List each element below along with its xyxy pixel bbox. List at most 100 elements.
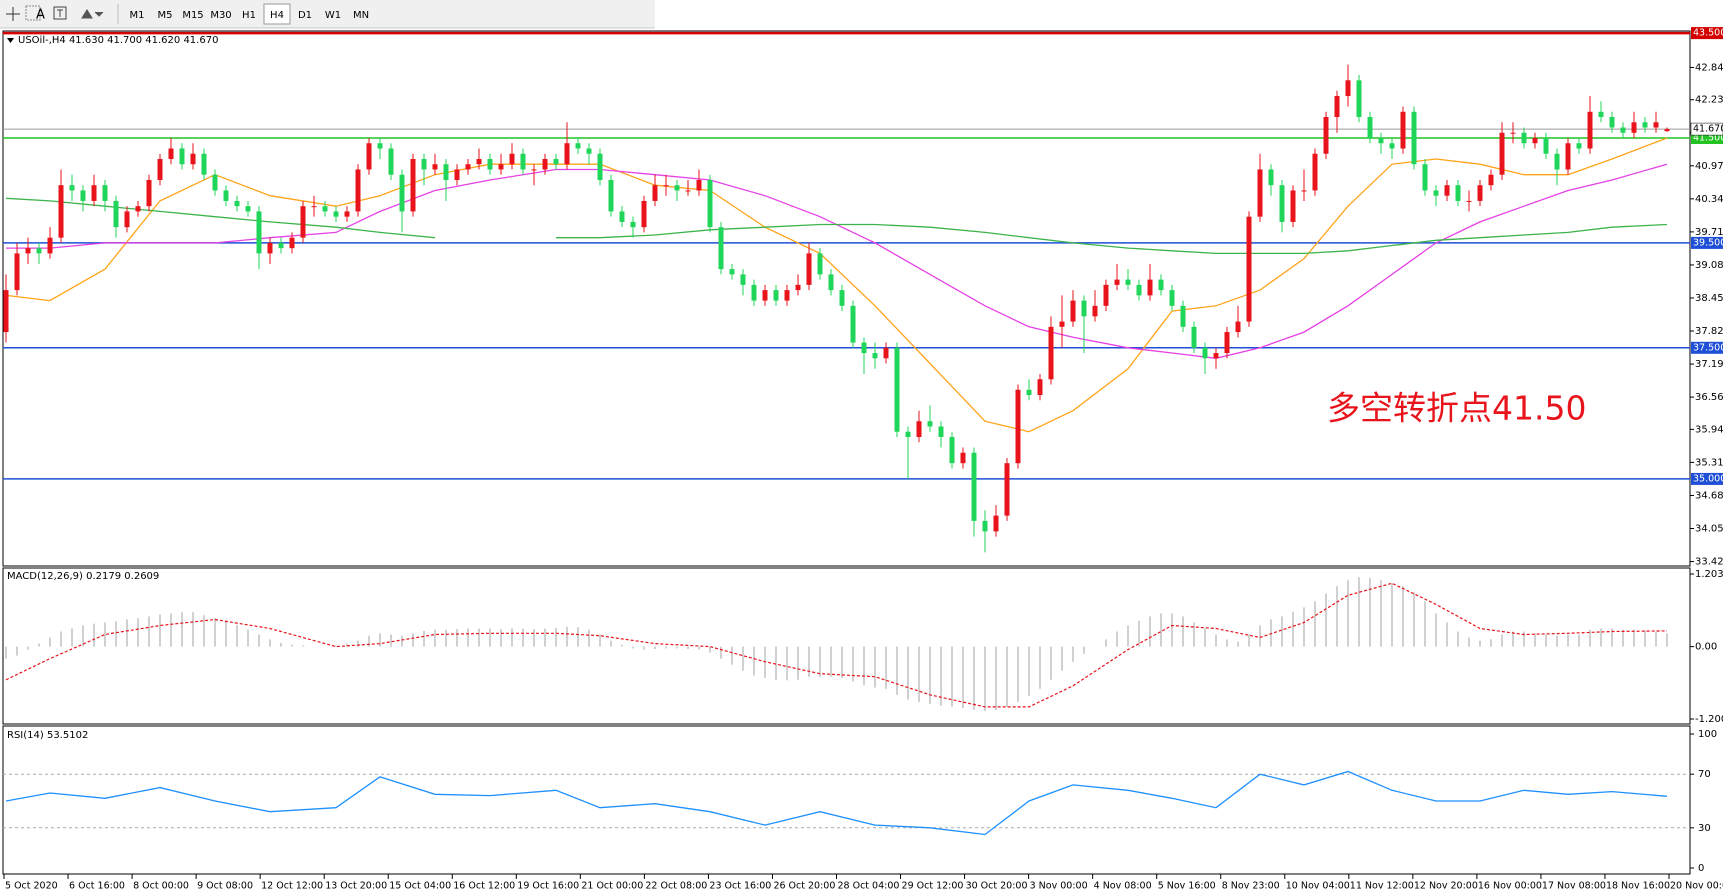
candle-body	[1070, 300, 1076, 322]
candle-body	[113, 200, 119, 228]
candle-body	[1180, 305, 1186, 327]
x-tick-label: 8 Oct 00:00	[133, 881, 189, 892]
macd-signal	[5, 582, 1668, 708]
candle-body	[1103, 284, 1109, 306]
y-tick-label: 34.055	[1695, 523, 1723, 534]
y-tick-label: 34.685	[1695, 490, 1723, 501]
candle-body	[3, 290, 9, 333]
y-tick-label: 39.080	[1695, 260, 1723, 271]
candle-body	[707, 179, 713, 228]
candle-body	[157, 158, 163, 180]
x-tick-label: 6 Oct 16:00	[69, 881, 125, 892]
y-tick-label: 40.340	[1695, 194, 1723, 205]
candle-body	[1367, 117, 1373, 138]
y-tick-label: 30	[1698, 823, 1711, 834]
candle-body	[1246, 216, 1252, 322]
candle-body	[509, 153, 515, 165]
candle-body	[663, 185, 669, 187]
level-label-bg	[1691, 472, 1723, 485]
timeframe-button[interactable]: M30	[210, 10, 231, 21]
timeframe-button[interactable]: M5	[158, 10, 173, 21]
x-tick-label: 13 Oct 20:00	[325, 881, 387, 892]
candle-body	[784, 290, 790, 301]
x-tick-label: 3 Nov 00:00	[1030, 881, 1088, 892]
text-tool[interactable]: A	[36, 8, 45, 23]
candle-body	[795, 284, 801, 291]
candle-body	[223, 190, 229, 201]
candle-body	[762, 290, 768, 301]
candle-body	[905, 431, 911, 437]
candle-body	[1532, 138, 1538, 144]
candle-body	[278, 242, 284, 249]
candle-body	[1576, 143, 1582, 149]
candle-body	[1136, 284, 1142, 296]
timeframes: M1 M5 M15 M30 H1 H4 D1 W1 MN	[130, 3, 369, 25]
shapes-tool[interactable]	[81, 9, 104, 19]
candle-body	[740, 274, 746, 285]
timeframe-button[interactable]: M1	[130, 10, 145, 21]
candle-body	[619, 211, 625, 222]
candle-body	[1543, 138, 1549, 154]
candle-body	[773, 290, 779, 301]
timeframe-button[interactable]: H4	[270, 10, 284, 21]
candle-body	[1312, 153, 1318, 191]
candle-body	[1048, 326, 1054, 380]
candle-body	[597, 153, 603, 180]
candle-body	[1422, 164, 1428, 191]
x-tick-label: 5 Oct 2020	[5, 881, 58, 892]
level-label-bg	[1691, 236, 1723, 249]
timeframe-button[interactable]: D1	[298, 10, 312, 21]
y-tick-label: 37.190	[1695, 359, 1723, 370]
candle-body	[949, 436, 955, 464]
y-tick-label: 37.820	[1695, 326, 1723, 337]
x-tick-label: 8 Nov 23:00	[1222, 881, 1280, 892]
candle-body	[1378, 138, 1384, 144]
candle-body	[806, 253, 812, 285]
candle-body	[410, 158, 416, 212]
macd-title: MACD(12,26,9) 0.2179 0.2609	[7, 571, 159, 582]
crosshair-tool[interactable]	[6, 7, 20, 21]
timeframe-button[interactable]: MN	[353, 10, 369, 21]
candle-body	[542, 158, 548, 170]
price-panel: 33.425 34.055 34.685 35.315 35.945 36.560 37.1…	[2, 27, 1723, 568]
candle-body	[1587, 111, 1593, 149]
last-price-label: 41.670	[1693, 124, 1723, 135]
candle-body	[1125, 279, 1131, 285]
header-arrow	[7, 38, 14, 43]
candle-body	[1224, 332, 1230, 354]
timeframe-button[interactable]: W1	[325, 10, 341, 21]
candle-body	[531, 169, 537, 171]
candle-body	[674, 185, 680, 191]
candle-body	[201, 153, 207, 175]
x-tick-label: 26 Oct 20:00	[773, 881, 835, 892]
candle-body	[1499, 132, 1505, 175]
candle-body	[718, 227, 724, 270]
candle-body	[443, 164, 449, 180]
candle-body	[1433, 190, 1439, 196]
y-tick-label: 0.00	[1695, 642, 1717, 653]
candle-body	[1554, 153, 1560, 170]
candle-body	[69, 185, 75, 191]
line-tool[interactable]	[25, 5, 41, 21]
candle-body	[1664, 129, 1670, 132]
macd-frame	[2, 567, 1691, 725]
candle-body	[872, 353, 878, 359]
candle-body	[1114, 279, 1120, 285]
x-tick-label: 16 Nov 00:00	[1478, 881, 1542, 892]
timeframe-button[interactable]: M15	[182, 10, 203, 21]
y-tick-label: 33.425	[1695, 557, 1723, 568]
candle-body	[916, 421, 922, 437]
timeframe-button[interactable]: H1	[242, 10, 256, 21]
candle-body	[1488, 174, 1494, 186]
candle-body	[1037, 379, 1043, 396]
label-tool[interactable]	[53, 6, 67, 20]
y-tick-label: 70	[1698, 769, 1711, 780]
candle-body	[1477, 185, 1483, 201]
candle-body	[1323, 117, 1329, 154]
y-tick-label: 35.945	[1695, 424, 1723, 435]
candle-body	[575, 143, 581, 149]
candle-body	[850, 305, 856, 343]
candle-body	[1565, 143, 1571, 170]
